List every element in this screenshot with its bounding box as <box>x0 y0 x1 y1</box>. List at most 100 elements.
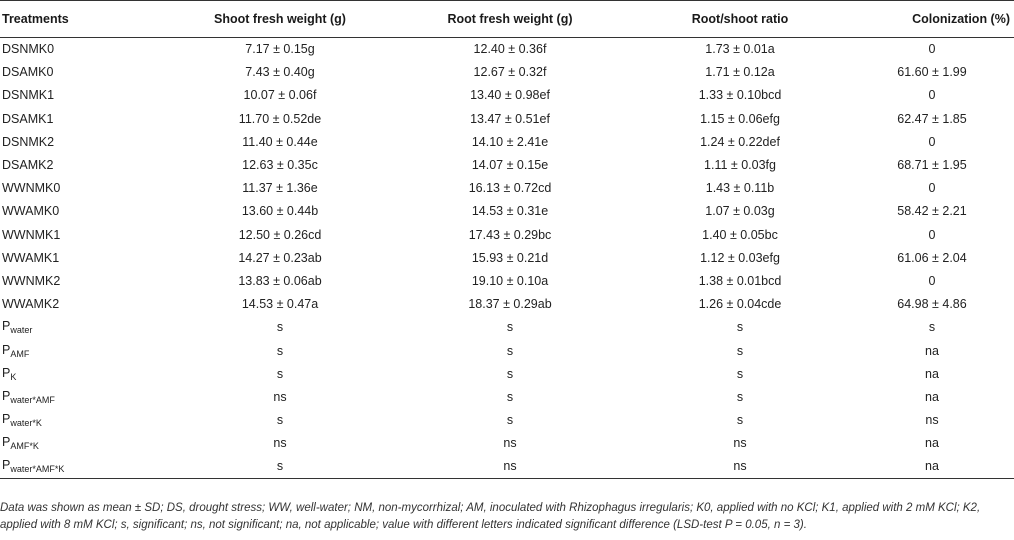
table-header: Treatments Shoot fresh weight (g) Root f… <box>0 0 1014 38</box>
p-shoot-cell: s <box>276 320 284 335</box>
ratio-cell: 1.73 ± 0.01a <box>705 42 775 57</box>
treatment-cell: DSAMK2 <box>2 158 54 173</box>
table-row: DSNMK2 11.40 ± 0.44e 14.10 ± 2.41e 1.24 … <box>0 130 1014 153</box>
treatment-cell: WWAMK0 <box>2 204 60 219</box>
p-shoot-cell: s <box>170 454 390 479</box>
treatment-cell: WWAMK2 <box>2 297 60 312</box>
p-value-label: PAMF*K <box>2 435 39 452</box>
colonization-cell: 0 <box>928 134 936 149</box>
ratio-cell: 1.24 ± 0.22def <box>700 134 780 149</box>
p-value-row: PK s s s na <box>0 362 1014 385</box>
p-value-label: Pwater*AMF*K <box>0 454 170 479</box>
p-shoot-cell: s <box>276 366 284 381</box>
table-footnote: Data was shown as mean ± SD; DS, drought… <box>0 502 981 531</box>
shoot-weight-cell: 12.50 ± 0.26cd <box>238 227 322 242</box>
p-shoot-cell: ns <box>273 389 287 404</box>
treatment-cell: DSAMK1 <box>2 111 54 126</box>
root-weight-cell: 17.43 ± 0.29bc <box>468 227 552 242</box>
treatment-cell: WWNMK0 <box>2 181 61 196</box>
shoot-weight-cell: 13.60 ± 0.44b <box>241 204 319 219</box>
header-root-fresh-weight: Root fresh weight (g) <box>390 0 630 38</box>
p-colonization-cell: na <box>925 389 939 404</box>
shoot-weight-cell: 14.27 ± 0.23ab <box>238 250 322 265</box>
treatment-cell: WWAMK1 <box>2 250 60 265</box>
ratio-cell: 1.40 ± 0.05bc <box>702 227 778 242</box>
treatment-cell: WWNMK1 <box>2 227 61 242</box>
treatment-cell: DSAMK0 <box>2 65 54 80</box>
table-row: DSNMK1 10.07 ± 0.06f 13.40 ± 0.98ef 1.33… <box>0 84 1014 107</box>
colonization-cell: 0 <box>928 227 936 242</box>
table-row: DSAMK2 12.63 ± 0.35c 14.07 ± 0.15e 1.11 … <box>0 153 1014 176</box>
p-value-row: Pwater s s s s <box>0 316 1014 339</box>
p-ratio-cell: s <box>736 389 744 404</box>
p-ratio-cell: ns <box>630 454 850 479</box>
shoot-weight-cell: 11.40 ± 0.44e <box>242 134 318 149</box>
p-value-label: PK <box>2 365 17 382</box>
ratio-cell: 1.07 ± 0.03g <box>705 204 775 219</box>
root-weight-cell: 18.37 ± 0.29ab <box>468 297 552 312</box>
p-root-cell: s <box>506 320 514 335</box>
table-row: WWNMK2 13.83 ± 0.06ab 19.10 ± 0.10a 1.38… <box>0 269 1014 292</box>
results-table: Treatments Shoot fresh weight (g) Root f… <box>0 0 1014 479</box>
p-root-cell: s <box>506 413 514 428</box>
shoot-weight-cell: 11.37 ± 1.36e <box>242 181 318 196</box>
root-weight-cell: 19.10 ± 0.10a <box>471 273 549 288</box>
colonization-cell: 61.60 ± 1.99 <box>897 65 967 80</box>
colonization-cell: 58.42 ± 2.21 <box>897 204 967 219</box>
p-colonization-cell: ns <box>925 413 939 428</box>
ratio-cell: 1.12 ± 0.03efg <box>700 250 780 265</box>
colonization-cell: 61.06 ± 2.04 <box>897 250 967 265</box>
ratio-cell: 1.26 ± 0.04cde <box>698 297 782 312</box>
shoot-weight-cell: 14.53 ± 0.47a <box>241 297 319 312</box>
shoot-weight-cell: 7.43 ± 0.40g <box>245 65 315 80</box>
p-root-cell: ns <box>390 454 630 479</box>
colonization-cell: 62.47 ± 1.85 <box>897 111 967 126</box>
root-weight-cell: 16.13 ± 0.72cd <box>468 181 552 196</box>
p-value-row: Pwater*AMF ns s s na <box>0 385 1014 408</box>
treatment-cell: DSNMK1 <box>2 88 55 103</box>
p-shoot-cell: ns <box>273 436 287 451</box>
p-value-label: Pwater*K <box>2 412 42 429</box>
table-row: DSAMK0 7.43 ± 0.40g 12.67 ± 0.32f 1.71 ±… <box>0 61 1014 84</box>
p-value-label: Pwater <box>2 319 33 336</box>
root-weight-cell: 14.07 ± 0.15e <box>471 158 549 173</box>
shoot-weight-cell: 13.83 ± 0.06ab <box>238 273 322 288</box>
shoot-weight-cell: 12.63 ± 0.35c <box>242 158 318 173</box>
table-row: DSNMK0 7.17 ± 0.15g 12.40 ± 0.36f 1.73 ±… <box>0 38 1014 61</box>
root-weight-cell: 14.53 ± 0.31e <box>471 204 549 219</box>
p-colonization-cell: na <box>850 454 1014 479</box>
p-value-label: PAMF <box>2 342 30 359</box>
shoot-weight-cell: 7.17 ± 0.15g <box>245 42 315 57</box>
table-row: WWNMK0 11.37 ± 1.36e 16.13 ± 0.72cd 1.43… <box>0 177 1014 200</box>
colonization-cell: 0 <box>928 181 936 196</box>
root-weight-cell: 14.10 ± 2.41e <box>471 134 549 149</box>
treatment-cell: WWNMK2 <box>2 273 61 288</box>
colonization-cell: 0 <box>928 42 936 57</box>
p-root-cell: s <box>506 389 514 404</box>
p-ratio-cell: s <box>736 320 744 335</box>
p-shoot-cell: s <box>276 343 284 358</box>
table-row: WWAMK0 13.60 ± 0.44b 14.53 ± 0.31e 1.07 … <box>0 200 1014 223</box>
p-ratio-cell: ns <box>733 436 747 451</box>
ratio-cell: 1.43 ± 0.11b <box>705 181 775 196</box>
table-row: WWNMK1 12.50 ± 0.26cd 17.43 ± 0.29bc 1.4… <box>0 223 1014 246</box>
p-value-row: PAMF s s s na <box>0 339 1014 362</box>
table-body: DSNMK0 7.17 ± 0.15g 12.40 ± 0.36f 1.73 ±… <box>0 38 1014 479</box>
colonization-cell: 64.98 ± 4.86 <box>897 297 967 312</box>
p-root-cell: ns <box>503 436 517 451</box>
p-ratio-cell: s <box>736 366 744 381</box>
table-row: WWAMK1 14.27 ± 0.23ab 15.93 ± 0.21d 1.12… <box>0 246 1014 269</box>
p-root-cell: s <box>506 366 514 381</box>
p-colonization-cell: na <box>925 436 939 451</box>
shoot-weight-cell: 11.70 ± 0.52de <box>238 111 322 126</box>
ratio-cell: 1.11 ± 0.03fg <box>704 158 776 173</box>
p-root-cell: s <box>506 343 514 358</box>
header-treatments: Treatments <box>0 0 170 38</box>
p-ratio-cell: s <box>736 343 744 358</box>
header-colonization: Colonization (%) <box>850 0 1014 38</box>
p-value-row: Pwater*AMF*K s ns ns na <box>0 454 1014 479</box>
header-row: Treatments Shoot fresh weight (g) Root f… <box>0 0 1014 38</box>
root-weight-cell: 12.67 ± 0.32f <box>473 65 547 80</box>
header-shoot-fresh-weight: Shoot fresh weight (g) <box>170 0 390 38</box>
p-value-label: Pwater*AMF <box>2 388 55 405</box>
